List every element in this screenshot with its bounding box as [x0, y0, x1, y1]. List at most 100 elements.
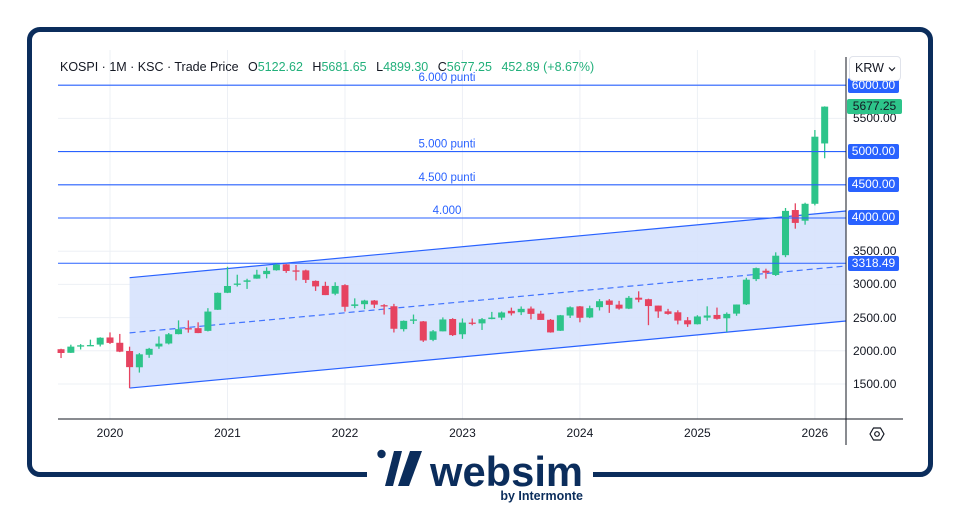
candles: [57, 106, 829, 389]
candle-body: [77, 345, 85, 347]
candle-body: [341, 285, 349, 307]
candle-body: [723, 313, 731, 319]
candle-body: [507, 310, 515, 314]
candle: [145, 347, 153, 358]
candle-body: [782, 210, 790, 256]
candle-body: [625, 297, 633, 309]
candle-body: [86, 345, 94, 347]
logo-tagline: by Intermonte: [500, 489, 583, 503]
time-tick-label: 2025: [684, 426, 711, 440]
candle: [272, 263, 280, 271]
candle-body: [693, 316, 701, 325]
candle-body: [361, 300, 369, 305]
candle-body: [272, 264, 280, 271]
symbol-title[interactable]: KOSPI · 1M · KSC · Trade Price: [60, 60, 239, 74]
candle: [57, 348, 65, 359]
candle-body: [439, 319, 447, 332]
candle: [351, 298, 359, 309]
ohlc-open: O5122.62: [248, 60, 303, 74]
candle: [106, 332, 114, 344]
candle-body: [67, 346, 75, 353]
open-value: 5122.62: [257, 60, 303, 74]
candle-body: [772, 255, 780, 275]
candle-body: [292, 270, 300, 272]
candle-body: [635, 297, 643, 300]
price-tick-label: 2500.00: [853, 310, 897, 325]
candle-body: [126, 351, 134, 368]
candle: [537, 310, 545, 320]
candle: [605, 299, 613, 313]
low-label: L: [376, 60, 384, 74]
parallel-channel[interactable]: [129, 210, 847, 389]
candle-body: [468, 322, 476, 324]
candle-body: [449, 318, 457, 336]
candle-body: [458, 322, 466, 335]
candle: [155, 336, 163, 349]
candle-body: [527, 308, 535, 314]
candle-body: [429, 331, 437, 340]
candle: [96, 337, 104, 347]
candle-body: [566, 307, 574, 316]
candle: [703, 306, 711, 321]
candle-body: [380, 305, 388, 307]
channel-fill: [129, 211, 846, 389]
candle: [527, 306, 535, 320]
drawing-price-badge: 4000.00: [848, 210, 899, 226]
candle-body: [155, 343, 163, 347]
candle-body: [576, 306, 584, 318]
candle: [214, 292, 222, 310]
candle: [468, 318, 476, 326]
candle: [596, 299, 603, 311]
drawing-price-badge: 3318.49: [848, 255, 899, 271]
horizontal-line-drawings[interactable]: 6.000 punti 5.000 punti 4.500 punti 4.000: [58, 72, 846, 264]
candle-body: [135, 354, 143, 368]
candle: [165, 333, 173, 345]
candle-body: [106, 337, 114, 343]
candle: [723, 312, 731, 332]
candle: [429, 330, 437, 342]
candle: [586, 305, 594, 319]
candle-body: [488, 317, 496, 320]
candle-body: [145, 348, 153, 355]
settings-button[interactable]: [868, 425, 886, 443]
candle-body: [204, 311, 212, 331]
candle: [478, 318, 486, 330]
channel-upper-line[interactable]: [129, 210, 847, 279]
candle-body: [116, 342, 124, 352]
candle-body: [409, 319, 417, 321]
price-tick-label: 1500.00: [853, 377, 897, 391]
candle-body: [703, 315, 711, 318]
price-tick-label: 3500.00: [853, 244, 897, 259]
horizontal-line-label: 4.500 punti: [419, 172, 476, 184]
candle: [625, 296, 633, 310]
candle: [713, 307, 721, 320]
candle: [566, 306, 574, 319]
ohlc-low: L4899.30: [376, 60, 428, 74]
candle-body: [517, 308, 525, 313]
candle: [801, 202, 809, 225]
candle-body: [537, 313, 545, 320]
legend-header: KOSPI · 1M · KSC · Trade Price O5122.62 …: [60, 60, 594, 74]
candle-body: [370, 300, 378, 305]
candle: [390, 303, 398, 333]
candle-body: [312, 280, 320, 287]
candle-body: [762, 270, 770, 273]
candle-body: [547, 319, 555, 333]
candle: [458, 318, 466, 339]
candle-body: [821, 106, 829, 144]
candle-body: [175, 329, 183, 335]
channel-lower-line[interactable]: [129, 320, 847, 389]
candle-body: [57, 349, 65, 353]
candle-body: [801, 203, 809, 221]
currency-label: KRW: [855, 61, 884, 75]
candle-body: [615, 304, 623, 309]
candle: [321, 281, 329, 296]
candle: [361, 299, 369, 310]
candle: [439, 317, 447, 332]
candle: [654, 305, 662, 318]
currency-button[interactable]: KRW: [849, 56, 901, 81]
change-value: 452.89 (+8.67%): [501, 60, 595, 74]
candle-body: [321, 285, 329, 296]
price-tick-label: 2000.00: [853, 343, 897, 358]
